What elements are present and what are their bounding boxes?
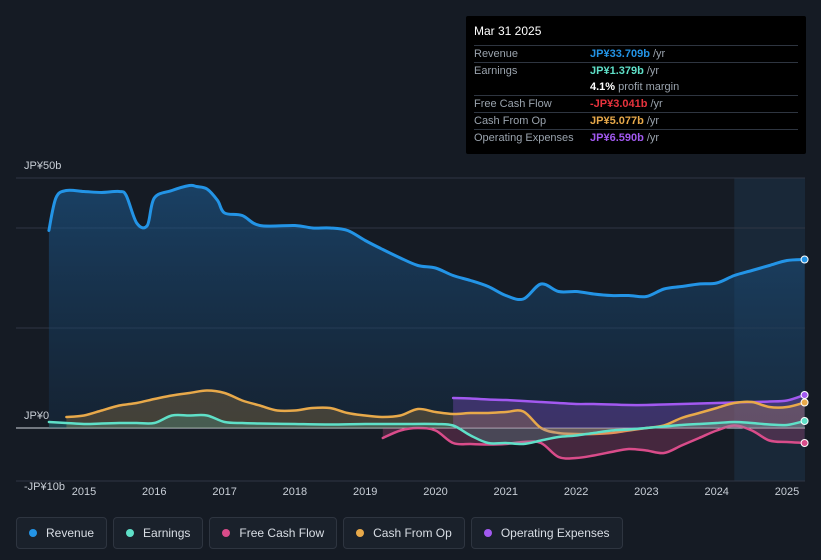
tooltip-label: Free Cash Flow [474,98,552,110]
tooltip-row-earnings: Earnings JP¥1.379b /yr [474,62,798,79]
tooltip-value: JP¥1.379b [590,65,644,77]
cash-from-op-end-point [800,398,809,407]
chart-legend: Revenue Earnings Free Cash Flow Cash Fro… [16,517,623,549]
tooltip-row-opex: Operating Expenses JP¥6.590b /yr [474,129,798,146]
legend-dot-icon [222,529,231,537]
tooltip-date: Mar 31 2025 [474,24,542,38]
tooltip-label [474,79,590,95]
tooltip-unit: /yr [652,48,666,60]
cash-from-op-line [65,389,806,436]
x-tick-label: 2020 [423,486,447,498]
tooltip-value: 4.1% [590,81,616,93]
tooltip-label: Earnings [474,65,518,77]
legend-revenue[interactable]: Revenue [16,517,108,549]
tooltip-label: Operating Expenses [474,132,574,144]
x-tick-label: 2025 [775,486,799,498]
tooltip-label: Cash From Op [474,115,547,127]
tooltip-unit: /yr [646,132,660,144]
revenue-end-point [800,255,809,264]
tooltip-label: Revenue [474,48,519,60]
financial-chart: JP¥50b JP¥0 -JP¥10b 2015 2016 2017 2018 2019 202… [16,160,809,498]
legend-earnings[interactable]: Earnings [113,517,204,549]
legend-dot-icon [483,529,492,537]
tooltip-value: -JP¥3.041b [590,98,648,110]
legend-free-cash-flow[interactable]: Free Cash Flow [209,517,338,549]
legend-operating-expenses[interactable]: Operating Expenses [470,517,623,549]
x-tick-label: 2023 [634,486,658,498]
tooltip-unit: /yr [650,98,663,110]
x-tick-label: 2022 [564,486,588,498]
y-tick-label: JP¥0 [24,410,49,422]
tooltip-row-revenue: Revenue JP¥33.709b /yr [474,45,798,62]
tooltip-row-fcf: Free Cash Flow -JP¥3.041b /yr [474,95,798,112]
x-tick-label: 2017 [212,486,236,498]
x-tick-label: 2024 [704,486,728,498]
earnings-end-point [800,417,809,425]
free-cash-flow-end-point [800,439,809,447]
legend-label: Revenue [46,526,95,540]
legend-label: Earnings [143,526,191,540]
y-tick-label: -JP¥10b [24,481,65,493]
tooltip-value: JP¥33.709b [590,48,650,60]
data-tooltip: Mar 31 2025 Revenue JP¥33.709b /yr Earni… [466,16,806,154]
free-cash-flow-area [382,425,805,459]
legend-label: Free Cash Flow [239,526,325,540]
legend-dot-icon [356,529,365,537]
tooltip-row-cfo: Cash From Op JP¥5.077b /yr [474,112,798,129]
y-tick-label: JP¥50b [24,160,61,172]
tooltip-unit: profit margin [618,81,680,93]
legend-cash-from-op[interactable]: Cash From Op [343,517,465,549]
revenue-area [48,185,805,428]
revenue-line [47,183,807,302]
x-tick-label: 2015 [72,486,96,498]
tooltip-unit: /yr [646,65,660,77]
tooltip-value: JP¥5.077b [590,115,644,127]
operating-expenses-end-point [800,391,809,399]
x-tick-label: 2018 [283,486,307,498]
legend-dot-icon [29,529,37,537]
tooltip-unit: /yr [646,115,660,127]
tooltip-value: JP¥6.590b [590,132,644,144]
earnings-line [47,413,806,446]
free-cash-flow-line [381,424,806,460]
x-tick-label: 2016 [142,486,166,498]
x-tick-label: 2021 [494,486,518,498]
legend-label: Operating Expenses [500,526,610,540]
tooltip-row-margin: 4.1% profit margin [474,79,798,95]
x-tick-label: 2019 [353,486,377,498]
legend-label: Cash From Op [373,526,452,540]
legend-dot-icon [126,529,135,537]
